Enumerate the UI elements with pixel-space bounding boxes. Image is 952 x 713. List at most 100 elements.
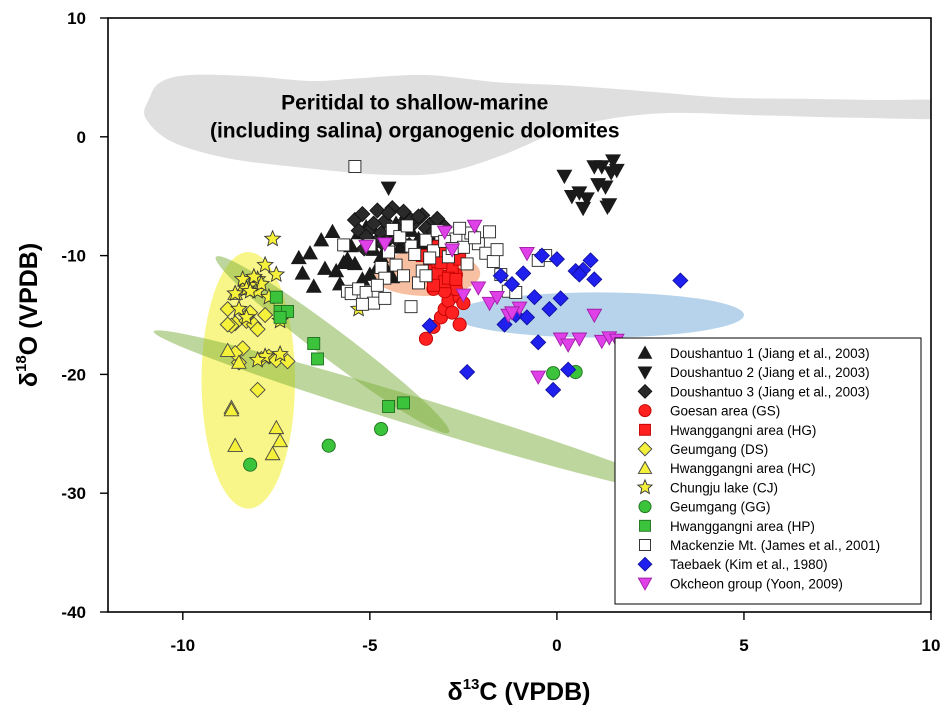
series-1 bbox=[380, 154, 625, 217]
point-s7-0 bbox=[263, 229, 282, 247]
y-tick-label: -10 bbox=[61, 247, 86, 266]
marine-dolomite-field bbox=[144, 74, 931, 176]
point-s9-4 bbox=[311, 352, 324, 366]
point-s2-17 bbox=[380, 204, 397, 221]
point-s2-15 bbox=[365, 215, 382, 232]
y-tick-label: 0 bbox=[77, 128, 86, 147]
x-tick-label: -5 bbox=[362, 636, 377, 655]
y-tick-label: -30 bbox=[61, 484, 86, 503]
x-axis-title-prefix: δ bbox=[448, 678, 463, 706]
point-s11-1 bbox=[515, 265, 532, 282]
y-axis-title-sup: 18 bbox=[13, 355, 30, 372]
point-s4-6 bbox=[427, 278, 440, 292]
data-points bbox=[219, 154, 689, 472]
x-tick-label: 0 bbox=[552, 636, 561, 655]
point-s11-2 bbox=[526, 289, 543, 306]
x-tick-label: -10 bbox=[171, 636, 196, 655]
point-s12-10 bbox=[530, 370, 547, 385]
legend-item: Hwanggangni area (HG) bbox=[639, 423, 816, 438]
series-12 bbox=[358, 219, 625, 385]
legend-marker-1 bbox=[637, 366, 653, 380]
legend-marker-8 bbox=[638, 500, 652, 514]
legend-item: Okcheon group (Yoon, 2009) bbox=[637, 576, 843, 591]
point-s0-0 bbox=[290, 249, 307, 265]
point-s10-46 bbox=[419, 269, 433, 283]
point-s12-18 bbox=[455, 288, 472, 303]
point-s12-6 bbox=[489, 290, 506, 306]
legend-item: Hwanggangni area (HP) bbox=[639, 519, 815, 534]
legend-item: Doushantuo 3 (Jiang et al., 2003) bbox=[637, 383, 870, 399]
point-s12-1 bbox=[376, 237, 393, 252]
legend-label: Mackenzie Mt. (James et al., 2001) bbox=[670, 538, 880, 553]
point-s0-22 bbox=[361, 266, 378, 281]
point-s1-3 bbox=[578, 192, 595, 207]
series-9 bbox=[269, 290, 410, 413]
point-s5-15 bbox=[249, 321, 266, 338]
series-8 bbox=[243, 364, 583, 472]
point-s7-17 bbox=[241, 281, 260, 299]
point-s11-0 bbox=[503, 276, 521, 293]
point-s7-15 bbox=[237, 308, 256, 325]
point-s11-6 bbox=[560, 361, 577, 378]
y-axis: 10 0 -10 -20 -30 -40 bbox=[61, 9, 108, 622]
point-s11-11 bbox=[672, 272, 689, 289]
point-s12-5 bbox=[481, 296, 498, 312]
legend-label: Goesan area (GS) bbox=[670, 404, 780, 419]
point-s11-5 bbox=[552, 290, 569, 307]
point-s1-0 bbox=[380, 181, 397, 197]
point-s11-10 bbox=[586, 271, 603, 288]
legend-marker-5 bbox=[637, 441, 653, 457]
x-axis: -10 -5 0 5 10 bbox=[171, 612, 940, 655]
legend-label: Doushantuo 3 (Jiang et al., 2003) bbox=[670, 384, 870, 399]
legend-item: Taebaek (Kim et al., 1980) bbox=[637, 556, 828, 572]
point-s0-1 bbox=[302, 245, 318, 260]
point-s7-1 bbox=[256, 255, 275, 273]
point-s8-3 bbox=[546, 366, 561, 381]
point-s10-32 bbox=[460, 257, 474, 271]
y-tick-label: 10 bbox=[67, 9, 86, 28]
point-s11-9 bbox=[582, 252, 599, 269]
point-s7-13 bbox=[244, 267, 263, 285]
point-s1-12 bbox=[575, 201, 592, 217]
legend-item: Chungju lake (CJ) bbox=[636, 478, 778, 495]
legend-marker-3 bbox=[638, 404, 652, 418]
point-s8-1 bbox=[321, 438, 336, 453]
point-s10-27 bbox=[423, 251, 437, 265]
x-axis-title: δ13C (VPDB) bbox=[448, 676, 591, 706]
legend-marker-2 bbox=[637, 383, 653, 399]
annotation-line-2: (including salina) organogenic dolomites bbox=[210, 120, 620, 143]
point-s10-0 bbox=[348, 160, 362, 173]
legend-item: Doushantuo 2 (Jiang et al., 2003) bbox=[637, 365, 870, 380]
point-s11-19 bbox=[459, 363, 476, 381]
point-s6-7 bbox=[223, 401, 240, 417]
legend-marker-0 bbox=[637, 345, 653, 359]
point-s8-2 bbox=[374, 421, 389, 437]
point-s11-20 bbox=[545, 381, 562, 398]
point-s11-14 bbox=[518, 309, 536, 326]
point-s10-42 bbox=[337, 238, 351, 252]
point-s11-21 bbox=[492, 267, 509, 284]
point-s9-7 bbox=[273, 310, 287, 324]
point-s0-25 bbox=[305, 278, 322, 293]
legend-item: Geumgang (GG) bbox=[638, 500, 771, 515]
point-s10-24 bbox=[400, 219, 414, 233]
point-s1-10 bbox=[599, 200, 616, 216]
legend-label: Chungju lake (CJ) bbox=[670, 480, 778, 495]
y-tick-label: -40 bbox=[61, 603, 86, 622]
legend-marker-4 bbox=[639, 423, 651, 436]
point-s6-0 bbox=[219, 342, 236, 357]
point-s9-6 bbox=[397, 396, 410, 410]
point-s10-47 bbox=[483, 225, 497, 239]
y-axis-title-prefix: δ bbox=[15, 372, 43, 387]
point-s5-13 bbox=[257, 306, 274, 324]
y-tick-label: -20 bbox=[61, 365, 86, 384]
point-s7-16 bbox=[271, 344, 289, 362]
legend-item: Hwanggangni area (HC) bbox=[637, 460, 816, 476]
legend-marker-11 bbox=[637, 556, 653, 572]
point-s10-12 bbox=[419, 233, 433, 247]
point-s9-3 bbox=[307, 337, 321, 350]
point-s7-9 bbox=[230, 299, 248, 317]
point-s11-4 bbox=[541, 300, 558, 318]
x-axis-title-sup: 13 bbox=[463, 676, 480, 693]
